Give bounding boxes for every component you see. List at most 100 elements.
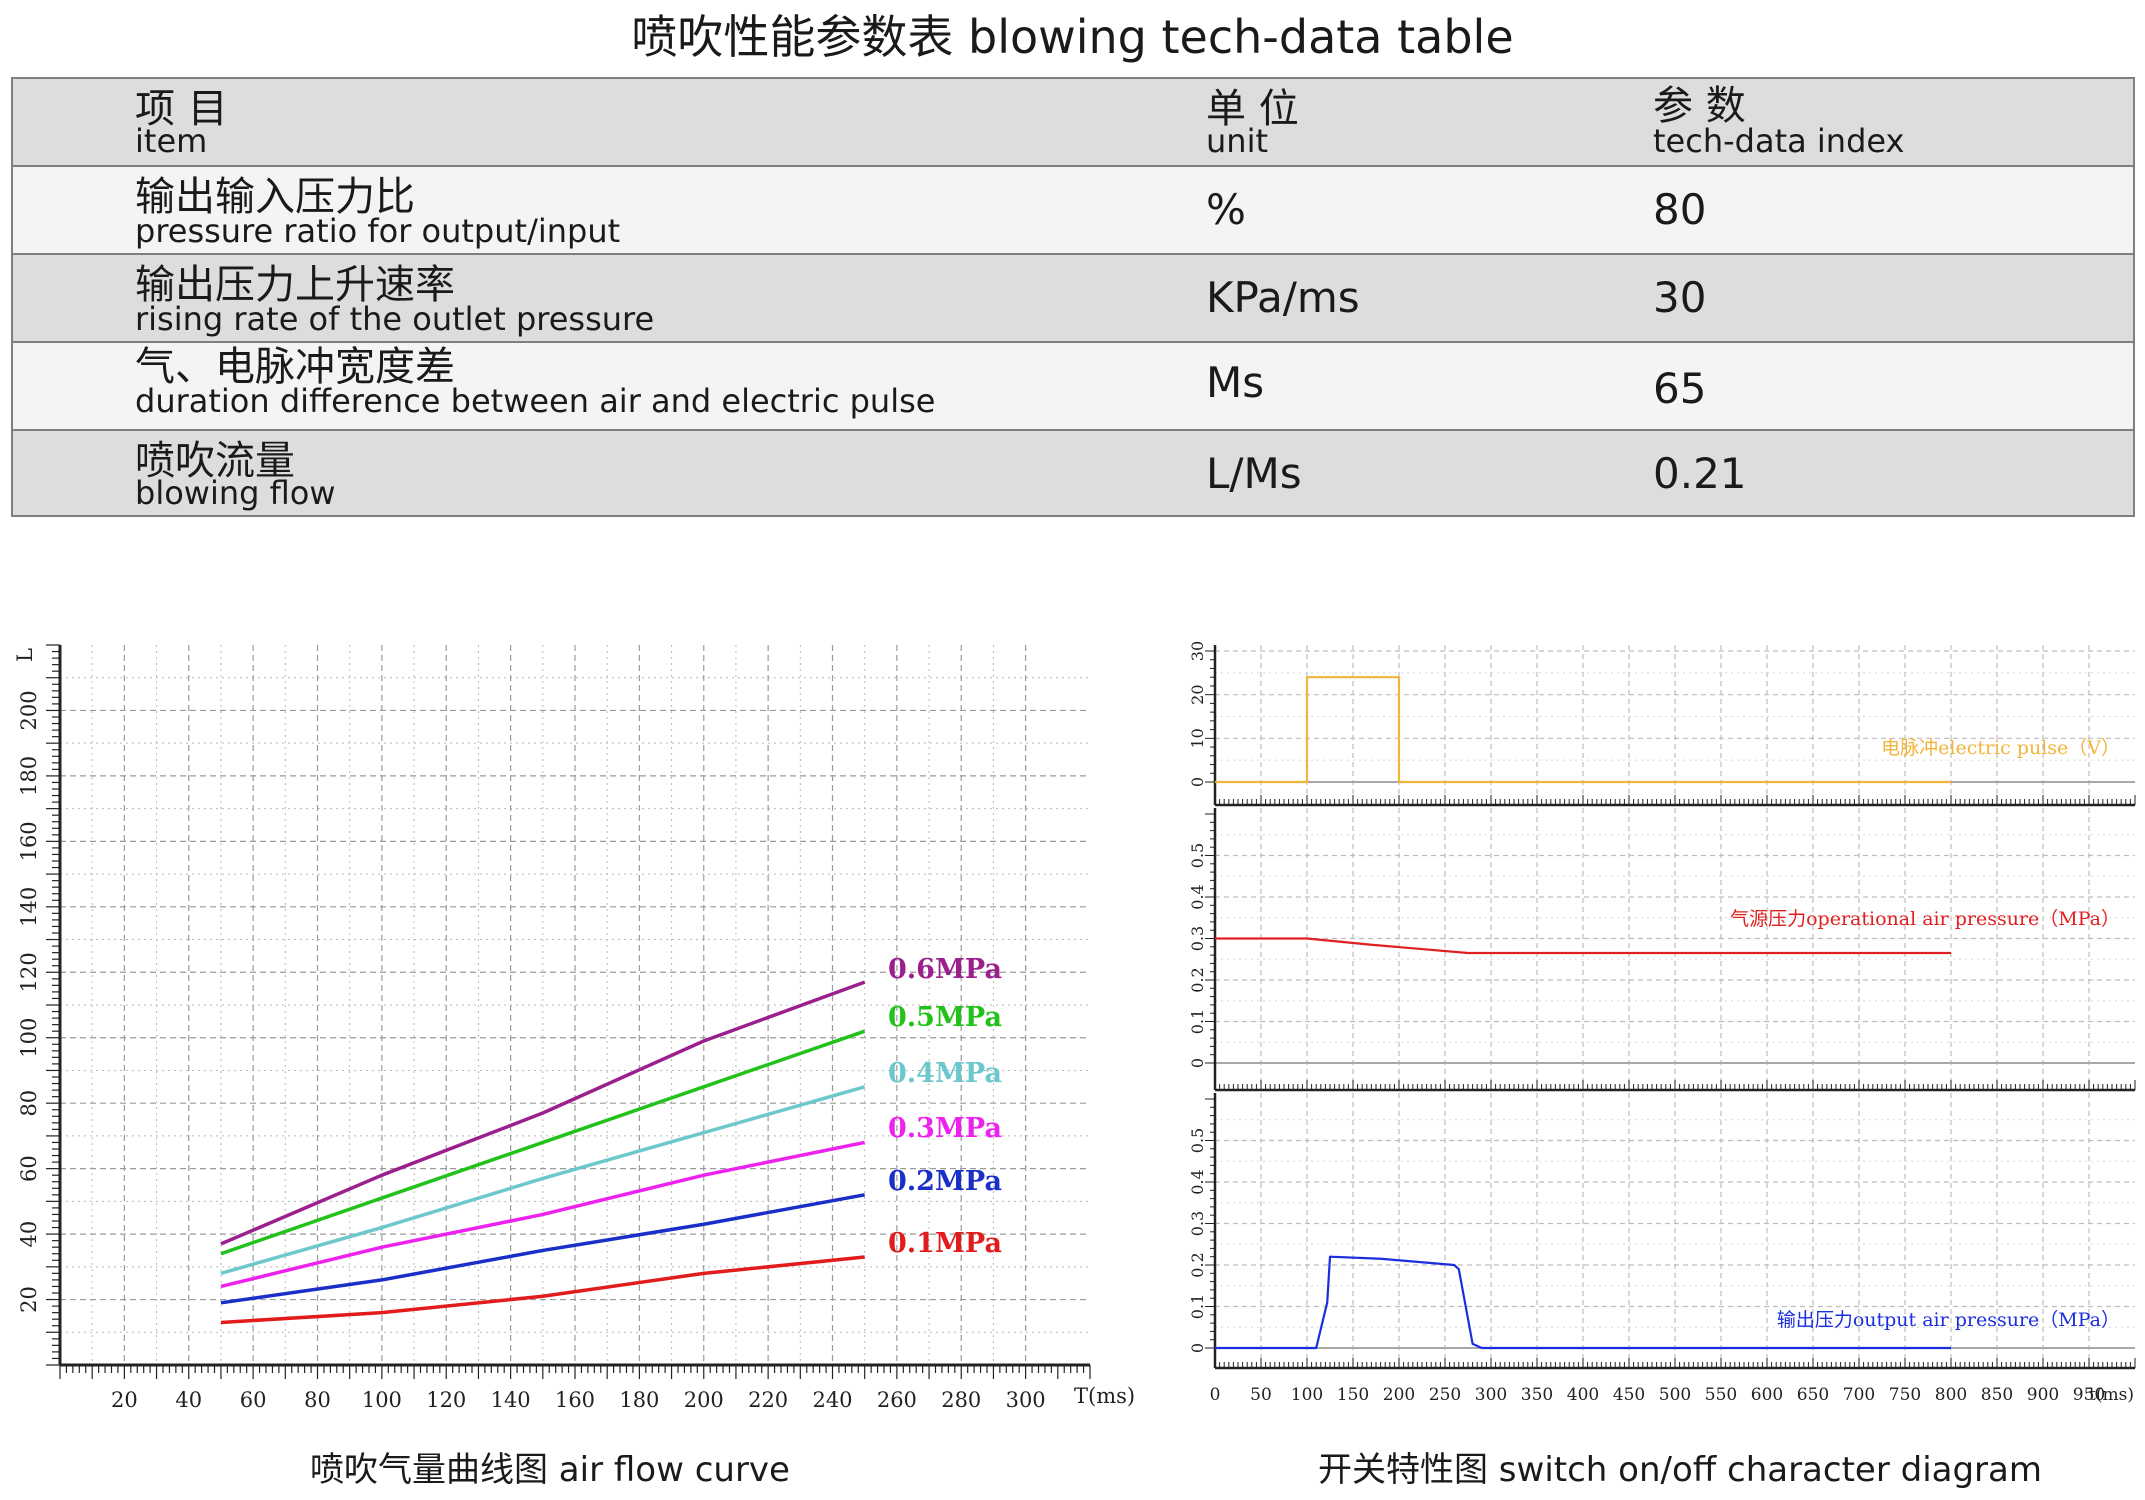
- y-tick-label: 0: [1188, 777, 1207, 787]
- x-axis-title: t(ms): [2089, 1385, 2134, 1405]
- series-line: [220, 1193, 866, 1305]
- x-tick-label: 260: [877, 1388, 917, 1410]
- page-title: 喷吹性能参数表 blowing tech-data table: [631, 10, 1514, 64]
- trace-line: [1215, 1255, 1951, 1350]
- x-tick-label: 650: [1797, 1385, 1829, 1405]
- x-tick-label: 240: [812, 1388, 852, 1410]
- x-tick-label: 150: [1337, 1385, 1369, 1405]
- series-label: 0.5MPa: [888, 1002, 1002, 1033]
- y-tick-label: 160: [17, 821, 41, 861]
- x-tick-label: 700: [1843, 1385, 1875, 1405]
- x-tick-label: 40: [175, 1388, 202, 1410]
- header-unit-en: unit: [1206, 122, 1268, 160]
- y-tick-label: 180: [17, 756, 41, 796]
- series-label: 0.4MPa: [888, 1058, 1002, 1089]
- row-item-en: rising rate of the outlet pressure: [135, 300, 655, 338]
- x-tick-label: 300: [1475, 1385, 1507, 1405]
- row-value: 80: [1653, 185, 1707, 234]
- y-tick-label: 20: [17, 1286, 41, 1313]
- y-tick-label: 40: [17, 1221, 41, 1248]
- y-tick-label: 60: [17, 1155, 41, 1182]
- x-tick-label: 20: [111, 1388, 138, 1410]
- x-tick-label: 180: [619, 1388, 659, 1410]
- x-tick-label: 50: [1250, 1385, 1272, 1405]
- y-tick-label: 200: [17, 690, 41, 730]
- x-tick-label: 300: [1006, 1388, 1046, 1410]
- x-tick-label: 550: [1705, 1385, 1737, 1405]
- series-line: [220, 1085, 866, 1276]
- header-index-en: tech-data index: [1653, 122, 1905, 160]
- y-tick-label: 10: [1188, 728, 1207, 748]
- series-label: 0.3MPa: [888, 1113, 1002, 1144]
- row-value: 30: [1653, 273, 1707, 322]
- x-tick-label: 120: [426, 1388, 466, 1410]
- trace-label: 气源压力operational air pressure（MPa）: [1730, 908, 2120, 930]
- table-header-row: 项 目 item 单 位 unit 参 数 tech-data index: [13, 79, 2133, 165]
- row-item-en: pressure ratio for output/input: [135, 212, 621, 250]
- switch-diagram-caption: 开关特性图 switch on/off character diagram: [1318, 1450, 2042, 1490]
- row-item-en: duration difference between air and elec…: [135, 382, 936, 420]
- x-tick-label: 450: [1613, 1385, 1645, 1405]
- x-tick-label: 350: [1521, 1385, 1553, 1405]
- x-tick-label: 100: [1291, 1385, 1323, 1405]
- x-tick-label: 800: [1935, 1385, 1967, 1405]
- y-tick-label: 0.5: [1188, 843, 1207, 868]
- x-tick-label: 160: [555, 1388, 595, 1410]
- table-row: 喷吹流量 blowing flow L/Ms 0.21: [13, 429, 2133, 515]
- trace-label: 电脉冲electric pulse（V）: [1881, 737, 2120, 759]
- row-value: 65: [1653, 364, 1707, 413]
- switch-character-chart: 0 10 20 30 电脉冲electric pulse（V） 0 0.1 0.2 0.3 0.4…: [1188, 641, 2136, 1405]
- x-axis-title: T(ms): [1074, 1384, 1135, 1408]
- trace-line: [1215, 937, 1951, 955]
- table-row: 输出压力上升速率 rising rate of the outlet press…: [13, 253, 2133, 341]
- x-tick-label: 900: [2027, 1385, 2059, 1405]
- row-item-zh: 输出压力上升速率: [135, 262, 455, 308]
- y-tick-label: 140: [17, 887, 41, 927]
- row-item-zh: 喷吹流量: [135, 438, 295, 484]
- row-item-en: blowing flow: [135, 474, 336, 512]
- y-tick-label: 0.2: [1188, 967, 1207, 992]
- y-tick-label: 0.3: [1188, 1211, 1207, 1236]
- x-tick-label: 0: [1210, 1385, 1221, 1405]
- y-tick-label: 0.3: [1188, 926, 1207, 951]
- header-unit-zh: 单 位: [1206, 86, 1299, 132]
- y-tick-label: 0.2: [1188, 1252, 1207, 1277]
- row-unit: %: [1206, 185, 1246, 234]
- series-label: 0.1MPa: [888, 1228, 1002, 1259]
- header-item-en: item: [135, 122, 208, 160]
- row-unit: L/Ms: [1206, 449, 1302, 498]
- y-tick-label: 80: [17, 1090, 41, 1117]
- row-unit: Ms: [1206, 358, 1265, 407]
- tech-data-table: 项 目 item 单 位 unit 参 数 tech-data index 输出…: [11, 77, 2135, 517]
- series-label: 0.2MPa: [888, 1166, 1002, 1197]
- air-flow-chart: 20 40 60 80 100 120 140 160 180 200 220 240 260 280 30…: [13, 644, 1135, 1410]
- x-tick-label: 80: [304, 1388, 331, 1410]
- x-tick-label: 600: [1751, 1385, 1783, 1405]
- y-tick-label: 120: [17, 952, 41, 992]
- series-line: [220, 1255, 865, 1325]
- row-item-zh: 输出输入压力比: [135, 174, 415, 220]
- series-line: [220, 1029, 866, 1256]
- x-tick-label: 500: [1659, 1385, 1691, 1405]
- series-line: [220, 1140, 866, 1289]
- series-line: [220, 980, 866, 1246]
- y-tick-label: 0.4: [1188, 884, 1207, 909]
- x-tick-label: 250: [1429, 1385, 1461, 1405]
- y-tick-label: 100: [17, 1018, 41, 1058]
- x-tick-label: 140: [491, 1388, 531, 1410]
- header-item-zh: 项 目: [135, 86, 228, 132]
- y-tick-label: 30: [1188, 641, 1207, 661]
- row-item-zh: 气、电脉冲宽度差: [135, 344, 455, 390]
- y-tick-label: 0: [1188, 1343, 1207, 1353]
- x-tick-label: 100: [362, 1388, 402, 1410]
- y-tick-label: 20: [1188, 684, 1207, 704]
- row-value: 0.21: [1653, 449, 1747, 498]
- x-tick-label: 200: [1383, 1385, 1415, 1405]
- y-axis-title: L: [13, 648, 37, 662]
- trace-label: 输出压力output air pressure（MPa）: [1777, 1309, 2120, 1331]
- x-tick-label: 400: [1567, 1385, 1599, 1405]
- x-tick-label: 750: [1889, 1385, 1921, 1405]
- trace-line: [1215, 676, 1951, 784]
- row-unit: KPa/ms: [1206, 273, 1360, 322]
- x-tick-label: 280: [941, 1388, 981, 1410]
